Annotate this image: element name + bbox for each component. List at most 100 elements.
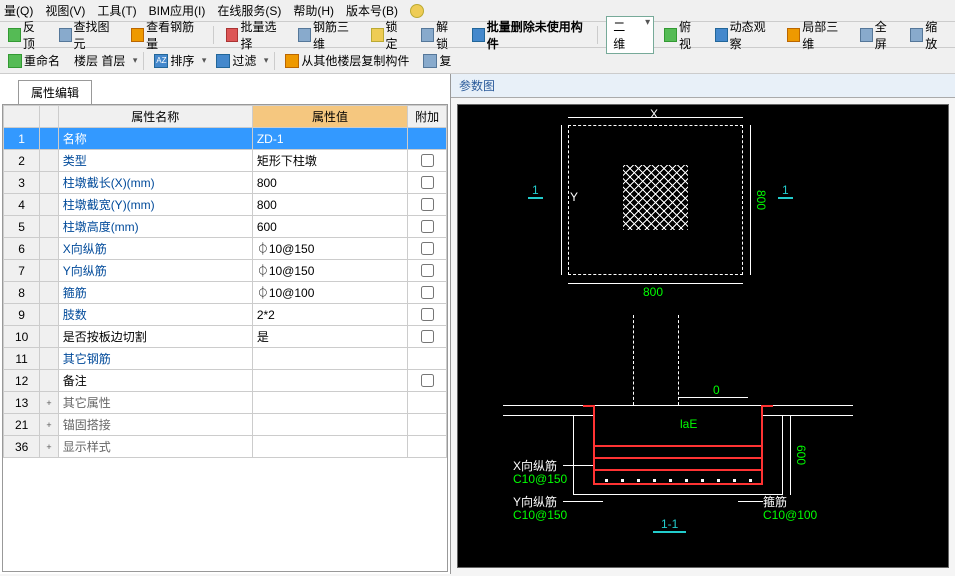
- table-row[interactable]: 7Y向纵筋⏀10@150: [4, 260, 447, 282]
- property-name: 是否按板边切割: [58, 326, 252, 348]
- row-number: 11: [4, 348, 40, 370]
- search-icon: [59, 28, 72, 42]
- section-cut-label: 1-1: [653, 517, 686, 533]
- property-value[interactable]: 2*2: [252, 304, 407, 326]
- extra-checkbox[interactable]: [421, 286, 434, 299]
- table-row[interactable]: 3柱墩截长(X)(mm)800: [4, 172, 447, 194]
- row-number: 4: [4, 194, 40, 216]
- row-number: 12: [4, 370, 40, 392]
- table-row[interactable]: 5柱墩高度(mm)600: [4, 216, 447, 238]
- slab-top-line: [503, 405, 853, 406]
- extra-checkbox-cell: [408, 392, 447, 414]
- extra-checkbox[interactable]: [421, 374, 434, 387]
- table-row[interactable]: 9 肢数2*2: [4, 304, 447, 326]
- property-value[interactable]: 600: [252, 216, 407, 238]
- extra-checkbox[interactable]: [421, 176, 434, 189]
- table-row[interactable]: 6X向纵筋⏀10@150: [4, 238, 447, 260]
- sort-dropdown[interactable]: AZ排序: [150, 51, 206, 70]
- expand-toggle[interactable]: +: [40, 414, 58, 436]
- btn-copy-from-floor[interactable]: 从其他楼层复制构件: [281, 51, 413, 70]
- extra-checkbox-cell: [408, 326, 447, 348]
- flip-icon: [8, 28, 21, 42]
- property-value[interactable]: [252, 436, 407, 458]
- table-row[interactable]: 2类型矩形下柱墩: [4, 150, 447, 172]
- expand-toggle: [40, 128, 58, 150]
- extra-checkbox[interactable]: [421, 264, 434, 277]
- property-value[interactable]: [252, 414, 407, 436]
- btn-fullscreen[interactable]: 全屏: [856, 17, 901, 53]
- extra-checkbox[interactable]: [421, 198, 434, 211]
- row-number: 2: [4, 150, 40, 172]
- copy-floor-icon: [285, 54, 299, 68]
- header-expand: [40, 106, 58, 128]
- property-value[interactable]: [252, 392, 407, 414]
- btn-orbit[interactable]: 动态观察: [711, 17, 778, 53]
- toolbar-main: 反顶 查找图元 查看钢筋量 批量选择 钢筋三维 锁定 解锁 批量删除未使用构件 …: [0, 22, 955, 48]
- table-row[interactable]: 10是否按板边切割是: [4, 326, 447, 348]
- table-row[interactable]: 12备注: [4, 370, 447, 392]
- property-name: 肢数: [58, 304, 252, 326]
- expand-toggle[interactable]: +: [40, 436, 58, 458]
- property-name: 名称: [58, 128, 252, 150]
- property-value[interactable]: 矩形下柱墩: [252, 150, 407, 172]
- table-row[interactable]: 4柱墩截宽(Y)(mm)800: [4, 194, 447, 216]
- btn-rebar-3d[interactable]: 钢筋三维: [294, 17, 361, 53]
- expand-toggle: [40, 326, 58, 348]
- extra-checkbox[interactable]: [421, 220, 434, 233]
- header-rownum: [4, 106, 40, 128]
- expand-toggle[interactable]: +: [40, 392, 58, 414]
- filter-dropdown[interactable]: 过滤: [212, 51, 268, 70]
- table-row[interactable]: 1名称ZD-1: [4, 128, 447, 150]
- property-value[interactable]: ZD-1: [252, 128, 407, 150]
- separator: [597, 26, 598, 44]
- btn-batch-select[interactable]: 批量选择: [222, 17, 289, 53]
- btn-batch-delete-unused[interactable]: 批量删除未使用构件: [468, 17, 589, 53]
- extra-checkbox[interactable]: [421, 308, 434, 321]
- btn-view-rebar[interactable]: 查看钢筋量: [127, 17, 205, 53]
- btn-top-view[interactable]: 俯视: [660, 17, 705, 53]
- row-number: 7: [4, 260, 40, 282]
- tab-property-edit[interactable]: 属性编辑: [18, 80, 92, 104]
- btn-fanding[interactable]: 反顶: [4, 17, 49, 53]
- property-value[interactable]: ⏀10@150: [252, 238, 407, 260]
- extra-checkbox[interactable]: [421, 330, 434, 343]
- header-extra: 附加: [408, 106, 447, 128]
- btn-rename[interactable]: 重命名: [4, 51, 64, 70]
- extra-checkbox[interactable]: [421, 242, 434, 255]
- btn-find-element[interactable]: 查找图元: [55, 17, 122, 53]
- property-value[interactable]: 是: [252, 326, 407, 348]
- property-value[interactable]: [252, 348, 407, 370]
- extra-checkbox[interactable]: [421, 154, 434, 167]
- extra-checkbox-cell: [408, 238, 447, 260]
- stirrup-spec: C10@100: [763, 508, 817, 522]
- btn-copy[interactable]: 复: [419, 51, 455, 70]
- btn-zoom[interactable]: 缩放: [906, 17, 951, 53]
- btn-local-3d[interactable]: 局部三维: [783, 17, 850, 53]
- view-mode-dropdown[interactable]: 二维: [606, 16, 654, 54]
- floor-dropdown[interactable]: 楼层 首层: [70, 51, 137, 70]
- row-number: 9: [4, 304, 40, 326]
- table-row[interactable]: 21+锚固搭接: [4, 414, 447, 436]
- btn-lock[interactable]: 锁定: [367, 17, 412, 53]
- diagram-canvas[interactable]: X Y 800 800 1 1 0: [457, 104, 949, 568]
- property-value[interactable]: [252, 370, 407, 392]
- stirrup-leader: [738, 501, 763, 502]
- property-name: 其它属性: [58, 392, 252, 414]
- table-row[interactable]: 11其它钢筋: [4, 348, 447, 370]
- property-value[interactable]: 800: [252, 194, 407, 216]
- row-number: 3: [4, 172, 40, 194]
- property-value[interactable]: ⏀10@100: [252, 282, 407, 304]
- dim-600: 600: [794, 445, 808, 465]
- funnel-icon: [216, 54, 230, 68]
- property-value[interactable]: ⏀10@150: [252, 260, 407, 282]
- table-row[interactable]: 36+显示样式: [4, 436, 447, 458]
- x-rebar-leader: [563, 465, 593, 466]
- btn-unlock[interactable]: 解锁: [417, 17, 462, 53]
- orbit-icon: [715, 28, 728, 42]
- table-row[interactable]: 8箍筋⏀10@100: [4, 282, 447, 304]
- dim-800-right-line: [750, 125, 751, 275]
- dim-800-bottom: 800: [643, 285, 663, 299]
- dim-800-right: 800: [754, 190, 768, 210]
- property-value[interactable]: 800: [252, 172, 407, 194]
- table-row[interactable]: 13+其它属性: [4, 392, 447, 414]
